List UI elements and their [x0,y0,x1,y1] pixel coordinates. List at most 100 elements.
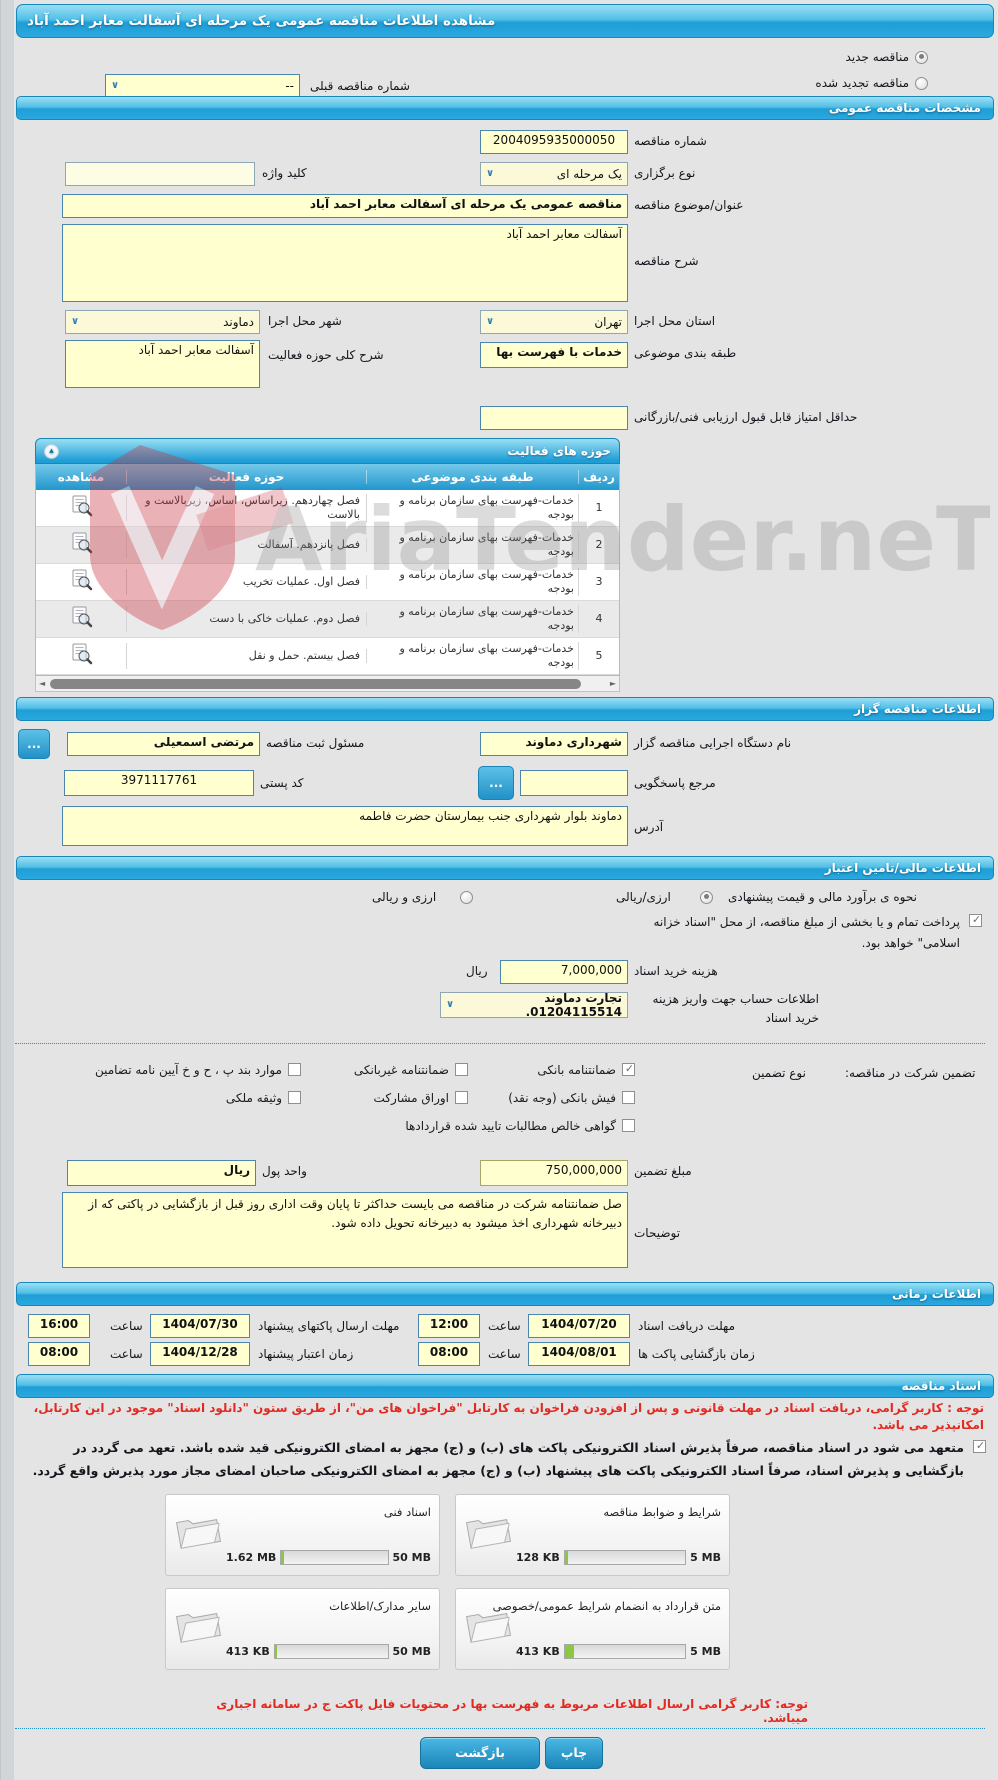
file-max-size: 50 MB [392,1645,431,1658]
row-activity: فصل چهاردهم. زیراساس، اساس، زیربالاست و … [127,494,367,522]
guarantee-option[interactable]: گواهی خالص مطالبات تایید شده قراردادها [405,1119,635,1133]
registrar-field[interactable]: مرتضی اسمعیلی [67,732,260,756]
tender-subject-field[interactable]: مناقصه عمومی یک مرحله ای آسفالت معابر اح… [62,194,628,218]
net-claims-checkbox-icon[interactable] [622,1119,635,1132]
prev-tender-number-select[interactable]: -- ∨ [105,74,300,98]
currency-unit-field[interactable]: ریال [67,1160,256,1186]
currency-both-radio-icon[interactable] [460,891,473,904]
holding-type-value: یک مرحله ای [556,167,622,181]
tender-number-field[interactable]: 2004095935000050 [480,130,628,154]
scroll-right-icon[interactable]: ► [609,679,616,688]
guarantee-option[interactable]: وثیقه ملکی [226,1091,301,1105]
scrollbar-track[interactable] [48,678,607,689]
new-tender-option[interactable]: مناقصه جدید [846,50,928,64]
province-select[interactable]: تهران ∨ [480,310,628,334]
registrar-more-button[interactable]: ... [18,729,50,759]
file-box-conditions[interactable]: شرایط و ضوابط مناقصه 128 KB 5 MB [455,1494,730,1576]
file-size: 413 KB [226,1645,270,1658]
file-box-other[interactable]: سایر مدارک/اطلاعات 413 KB 50 MB [165,1588,440,1670]
receive-deadline-time[interactable]: 12:00 [418,1314,480,1338]
bank-receipt-checkbox-icon[interactable] [622,1091,635,1104]
commitment-checkbox-icon[interactable] [973,1439,987,1453]
file-label: اسناد فنی [383,1505,431,1519]
keyword-input[interactable] [65,162,255,186]
row-activity: فصل پانزدهم. آسفالت [127,538,367,552]
view-icon[interactable] [36,569,127,595]
file-label: متن قرارداد به انضمام شرایط عمومی/خصوصی [492,1599,721,1613]
deposit-account-select[interactable]: تجارت دماوند 01204115514. ∨ [440,992,628,1018]
file-progress: 413 KB 5 MB [516,1644,721,1659]
view-icon[interactable] [36,495,127,521]
row-classification: خدمات-فهرست بهای سازمان برنامه و بودجه [367,531,579,559]
row-classification: خدمات-فهرست بهای سازمان برنامه و بودجه [367,605,579,633]
guarantee-notes-label: توضیحات [634,1226,681,1240]
guarantee-option[interactable]: ضمانتنامه غیربانکی [354,1063,468,1077]
print-button[interactable]: چاپ [545,1737,603,1769]
progress-fill [281,1551,285,1564]
scroll-left-icon[interactable]: ◄ [39,679,46,688]
guarantee-option[interactable]: فیش بانکی (وجه نقد) [508,1091,635,1105]
address-textarea[interactable]: دماوند بلوار شهرداری جنب بیمارستان حضرت … [62,806,628,846]
treasury-checkbox-icon[interactable] [969,913,983,927]
doc-fee-field[interactable]: 7,000,000 [500,960,628,984]
holding-type-select[interactable]: یک مرحله ای ∨ [480,162,628,186]
receive-deadline-date[interactable]: 1404/07/20 [528,1314,630,1338]
col-classification: طبقه بندی موضوعی [367,470,579,484]
new-tender-radio-icon[interactable] [915,50,928,64]
send-deadline-date[interactable]: 1404/07/30 [150,1314,250,1338]
file-box-technical[interactable]: اسناد فنی 1.62 MB 50 MB [165,1494,440,1576]
file-box-contract[interactable]: متن قرارداد به انضمام شرایط عمومی/خصوصی … [455,1588,730,1670]
collapse-toggle-icon[interactable]: ▴ [44,443,59,459]
financial-section-header: اطلاعات مالی/تامین اعتبار [16,856,994,880]
view-icon[interactable] [36,643,127,669]
property-collateral-checkbox-icon[interactable] [288,1091,301,1104]
view-icon[interactable] [36,532,127,558]
horizontal-scrollbar[interactable]: ◄ ► [35,676,620,692]
chevron-down-icon: ∨ [111,80,120,91]
guarantee-option-label: فیش بانکی (وجه نقد) [508,1091,616,1105]
currency-rial-radio-label[interactable]: ارزی/ریالی [616,890,671,904]
activity-scope-label: شرح کلی حوزه فعالیت [268,348,384,362]
renewed-tender-radio-icon[interactable] [915,76,928,90]
view-icon[interactable] [36,606,127,632]
agency-field[interactable]: شهرداری دماوند [480,732,628,756]
opening-date[interactable]: 1404/08/01 [528,1342,630,1366]
tender-description-textarea[interactable]: آسفالت معابر احمد آباد [62,224,628,302]
validity-time[interactable]: 08:00 [28,1342,90,1366]
bylaw-items-checkbox-icon[interactable] [288,1063,301,1076]
renewed-tender-option[interactable]: مناقصه تجدید شده [815,76,928,90]
min-score-input[interactable] [480,406,628,430]
answer-reference-input[interactable] [520,770,628,796]
row-classification: خدمات-فهرست بهای سازمان برنامه و بودجه [367,568,579,596]
guarantee-amount-field[interactable]: 750,000,000 [480,1160,628,1186]
validity-date[interactable]: 1404/12/28 [150,1342,250,1366]
progress-track [273,1644,389,1659]
classification-field[interactable]: خدمات با فهرست بها [480,342,628,368]
hour-label: ساعت [488,1347,521,1361]
row-number: 1 [595,501,603,514]
city-value: دماوند [223,315,254,329]
send-deadline-time[interactable]: 16:00 [28,1314,90,1338]
activity-scope-textarea[interactable]: آسفالت معابر احمد آباد [65,340,260,388]
participation-bonds-checkbox-icon[interactable] [455,1091,468,1104]
currency-both-radio-label[interactable]: ارزی و ریالی [372,890,437,904]
scrollbar-thumb[interactable] [50,678,581,689]
answer-reference-more-button[interactable]: ... [478,766,514,800]
guarantee-option-label: موارد بند پ ، ح و خ آیین نامه تضامین [94,1063,282,1077]
registrar-label: مسئول ثبت مناقصه [266,736,365,750]
guarantee-option[interactable]: اوراق مشارکت [374,1091,468,1105]
guarantee-option[interactable]: ضمانتنامه بانکی [537,1062,636,1077]
nonbank-guarantee-checkbox-icon[interactable] [455,1063,468,1076]
table-row: 5 خدمات-فهرست بهای سازمان برنامه و بودجه… [36,638,619,675]
commitment-text: متعهد می شود در اسناد مناقصه، صرفاً پذیر… [32,1440,964,1478]
postal-code-field[interactable]: 3971117761 [64,770,254,796]
opening-time[interactable]: 08:00 [418,1342,480,1366]
guarantee-option[interactable]: موارد بند پ ، ح و خ آیین نامه تضامین [95,1063,301,1077]
city-select[interactable]: دماوند ∨ [65,310,260,334]
back-button[interactable]: بازگشت [420,1737,540,1769]
guarantee-notes-textarea[interactable]: صل ضمانتنامه شرکت در مناقصه می بایست حدا… [62,1192,628,1268]
bank-guarantee-checkbox-icon[interactable] [622,1062,636,1076]
currency-rial-radio-icon[interactable] [700,891,713,904]
deposit-account-value: تجارت دماوند 01204115514. [525,992,622,1018]
